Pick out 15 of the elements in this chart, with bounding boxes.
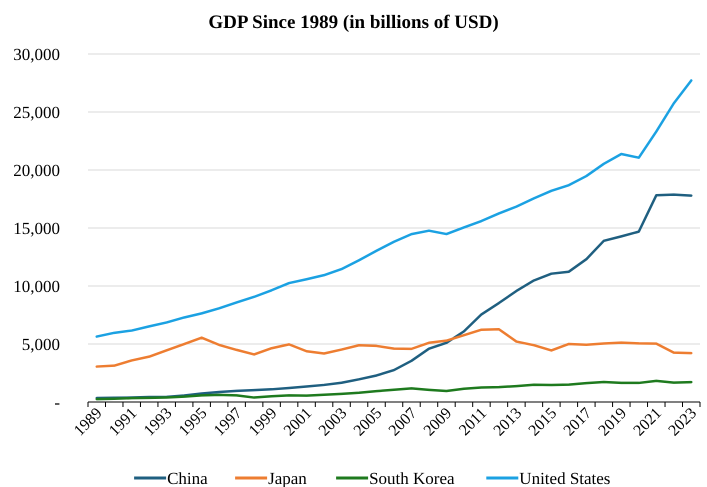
- line-series: [95, 328, 693, 368]
- y-tick-label: 25,000: [13, 103, 60, 122]
- y-tick-label: 15,000: [13, 219, 60, 238]
- line-series: [95, 79, 693, 338]
- legend-label: United States: [519, 469, 610, 487]
- legend-label: South Korea: [369, 469, 456, 487]
- x-tick-label: 1991: [106, 404, 141, 440]
- y-tick-label: 10,000: [13, 277, 60, 296]
- y-tick-label: 5,000: [22, 335, 60, 354]
- y-tick-label: -: [54, 393, 60, 412]
- y-tick-label: 30,000: [13, 45, 60, 64]
- y-tick-label: 20,000: [13, 161, 60, 180]
- chart-title: GDP Since 1989 (in billions of USD): [208, 12, 499, 33]
- line-series: [95, 380, 693, 400]
- legend-label: China: [167, 469, 208, 487]
